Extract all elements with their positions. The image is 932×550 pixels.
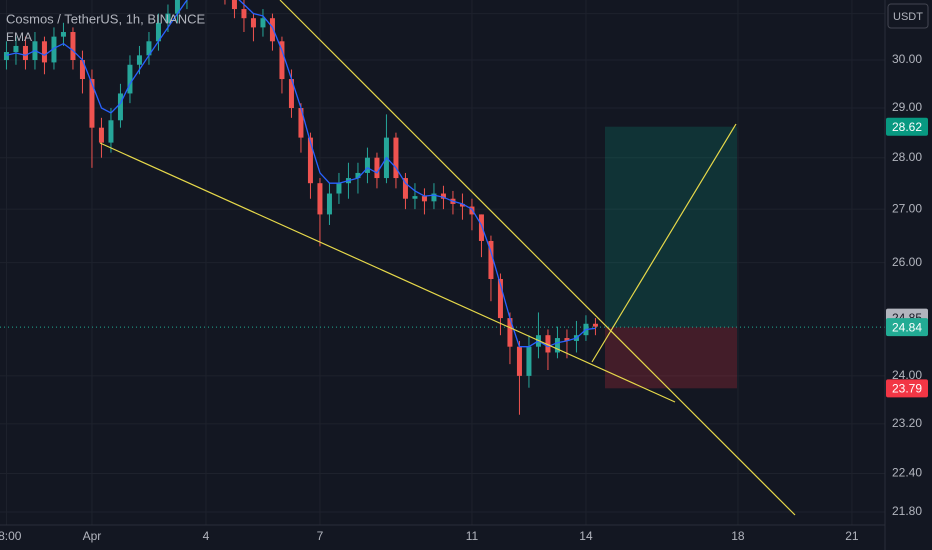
candle-body (431, 193, 437, 202)
candle-body (41, 41, 47, 63)
candle-body (364, 157, 370, 173)
stop-zone (605, 327, 737, 389)
unit-badge[interactable] (887, 3, 929, 29)
candle-body (307, 137, 313, 184)
candle-body (260, 18, 266, 28)
candle-body (402, 178, 408, 199)
candle-body (279, 41, 285, 80)
candle-body (98, 127, 104, 143)
candle-body (231, 0, 237, 10)
candles (3, 0, 598, 415)
candle-body (127, 64, 133, 94)
candle-body (51, 36, 57, 63)
candle-body (70, 32, 76, 61)
price-badge (886, 379, 928, 398)
x-tick-label: 7 (317, 529, 324, 543)
candle-body (497, 279, 503, 319)
candle-body (108, 120, 114, 143)
candle-body (250, 18, 256, 28)
trend-line (591, 123, 737, 363)
y-tick-label: 26.00 (892, 255, 922, 269)
x-tick-label: 14 (579, 529, 593, 543)
x-tick-label: 11 (466, 529, 479, 543)
y-tick-label: 28.00 (892, 150, 922, 164)
candle-body (269, 18, 275, 42)
candle-body (3, 52, 9, 61)
x-tick-label: 18:00 (0, 529, 22, 543)
price-badge-label: 28.62 (892, 120, 922, 134)
legend-entry: EMA (6, 30, 32, 44)
candle-body (526, 346, 532, 376)
candle-body (592, 323, 598, 327)
candle-body (393, 137, 399, 179)
trend-line (99, 142, 676, 403)
candle-body (421, 196, 427, 202)
y-tick-label: 22.40 (892, 466, 922, 480)
candle-body (545, 335, 551, 353)
x-tick-label: 18 (731, 529, 745, 543)
y-tick-label: 29.00 (892, 100, 922, 114)
x-tick-label: Apr (83, 529, 102, 543)
price-badge (886, 318, 928, 337)
candle-body (89, 79, 95, 128)
candle-body (459, 203, 465, 207)
drawings (99, 0, 796, 516)
candle-body (298, 108, 304, 138)
price-badge (886, 117, 928, 136)
candle-body (488, 240, 494, 280)
candle-body (60, 32, 66, 37)
candle-body (478, 214, 484, 241)
target-zone (605, 126, 737, 328)
candle-body (117, 93, 123, 121)
candle-body (22, 45, 28, 61)
trend-line (279, 0, 796, 516)
candle-body (507, 318, 513, 347)
y-unit: USDT (893, 11, 923, 23)
candle-body (374, 157, 380, 179)
position-tool (0, 126, 885, 389)
candle-body (355, 172, 361, 179)
candle-body (155, 22, 161, 42)
price-badge-label: 24.84 (892, 320, 922, 334)
x-tick-label: 4 (203, 529, 210, 543)
candle-body (412, 196, 418, 199)
candle-body (288, 79, 294, 109)
candle-body (554, 338, 560, 353)
candle-body (79, 60, 85, 80)
y-tick-label: 30.00 (892, 52, 922, 66)
y-tick-label: 23.20 (892, 416, 922, 430)
candle-body (174, 0, 180, 14)
y-tick-label: 21.80 (892, 504, 922, 518)
chart-title: Cosmos / TetherUS, 1h, BINANCE (6, 11, 205, 26)
y-tick-label: 24.00 (892, 368, 922, 382)
candle-body (516, 346, 522, 376)
candle-body (136, 55, 142, 65)
candle-body (146, 41, 152, 56)
candle-body (326, 193, 332, 215)
ema-line (6, 0, 596, 348)
price-badge-label: 23.79 (892, 381, 922, 395)
candle-body (317, 183, 323, 215)
candle-body (241, 9, 247, 19)
y-tick-label: 27.00 (892, 201, 922, 215)
x-tick-label: 21 (845, 529, 859, 543)
candle-body (564, 338, 570, 341)
candle-body (13, 45, 19, 53)
candle-body (336, 183, 342, 194)
candle-body (165, 13, 171, 23)
candle-body (440, 193, 446, 199)
